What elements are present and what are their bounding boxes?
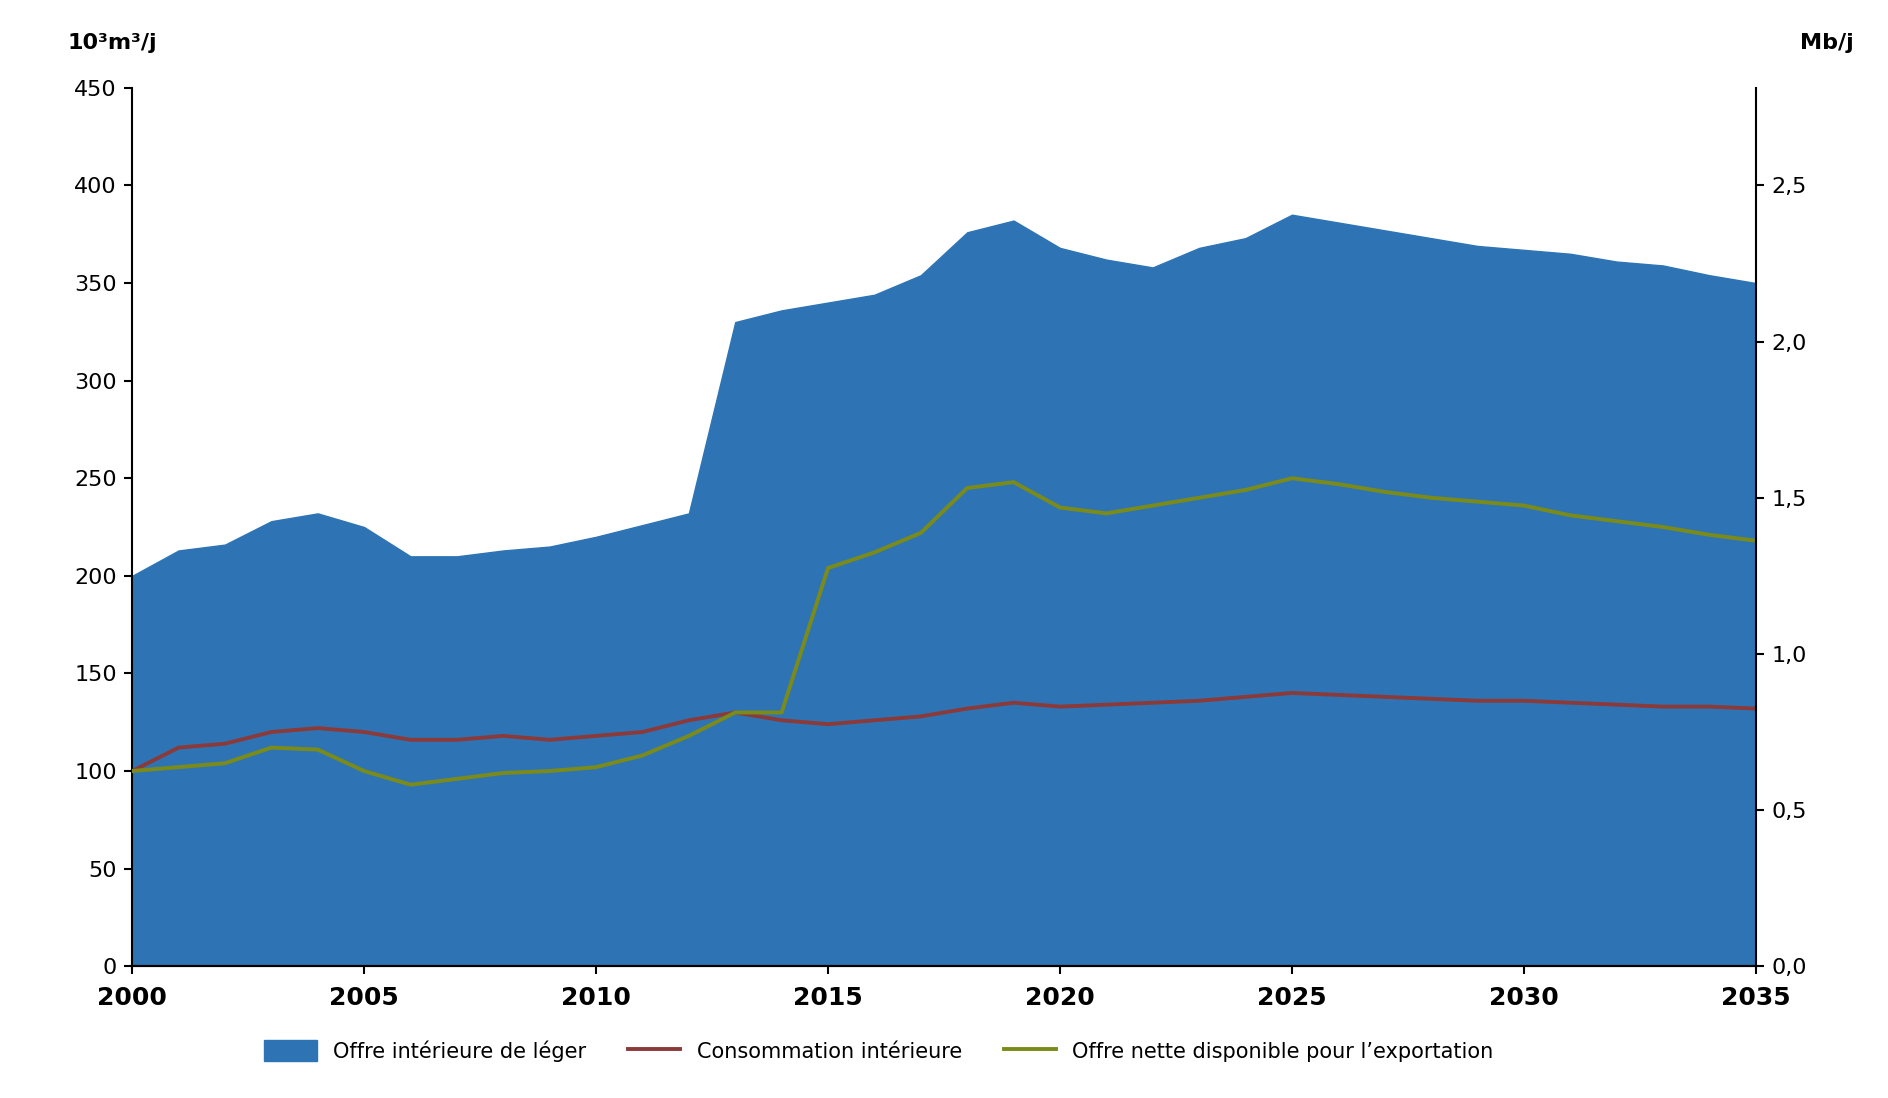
Legend: Offre intérieure de léger, Consommation intérieure, Offre nette disponible pour : Offre intérieure de léger, Consommation … [257,1032,1503,1071]
Text: Mb/j: Mb/j [1799,33,1854,53]
Text: 10³m³/j: 10³m³/j [68,33,157,53]
